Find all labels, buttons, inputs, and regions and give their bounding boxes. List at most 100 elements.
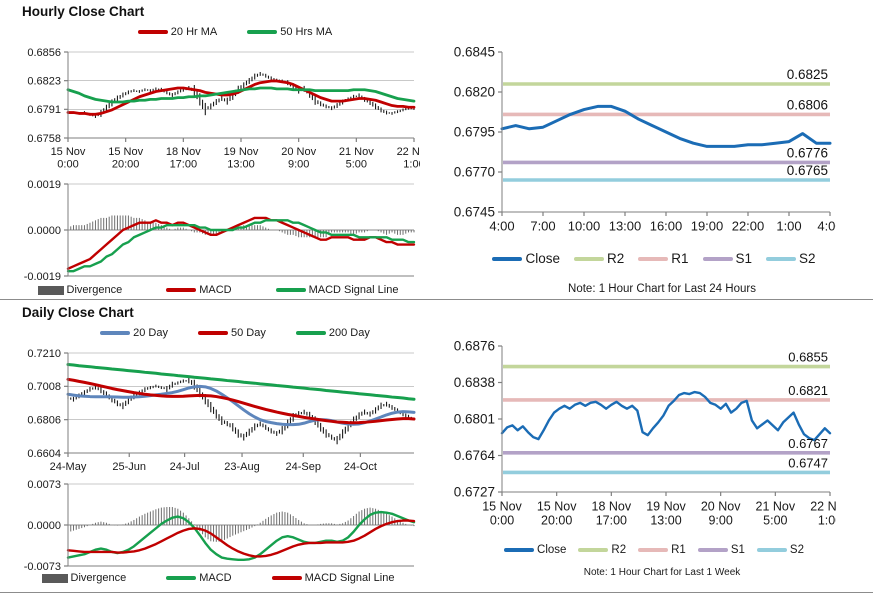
legend-item-r1: R1: [638, 251, 689, 266]
line-swatch-icon: [766, 256, 797, 261]
legend-item-r1: R1: [638, 544, 686, 556]
line-swatch-icon: [578, 548, 609, 552]
svg-text:22:00: 22:00: [732, 219, 765, 234]
svg-text:0.0019: 0.0019: [27, 179, 61, 191]
svg-text:4:00: 4:00: [489, 219, 514, 234]
svg-text:0.6770: 0.6770: [454, 165, 495, 180]
legend-label: Close: [525, 251, 560, 266]
legend-label: S2: [799, 251, 816, 266]
legend-item-divergence: Divergence: [37, 284, 122, 296]
svg-text:0.6806: 0.6806: [27, 415, 61, 427]
svg-text:-0.0019: -0.0019: [24, 271, 61, 283]
line-swatch-icon: [697, 548, 728, 552]
svg-text:0.6747: 0.6747: [788, 455, 828, 470]
svg-text:0.6825: 0.6825: [787, 67, 828, 82]
legend-label: R2: [611, 544, 627, 556]
week-sr-legend: Close R2 R1 S1 S2: [452, 544, 856, 556]
svg-text:0.6765: 0.6765: [787, 163, 828, 178]
divergence-swatch-icon: [37, 285, 64, 295]
line-swatch-icon: [275, 288, 306, 292]
legend-item-20-hr-ma: 20 Hr MA: [137, 26, 217, 38]
legend-label: MACD: [199, 284, 232, 296]
week-sr-note: Note: 1 Hour Chart for Last 1 Week: [583, 567, 741, 578]
legend-label: MACD Signal Line: [308, 284, 399, 296]
daily-price-chart-panel: 0.7210 0.7008 0.6806 0.6604 24-May 25-Jun 24-J…: [16, 341, 420, 479]
daily-macd-chart: 0.0073 0.0000 -0.0073: [24, 479, 416, 573]
legend-label: 20 Day: [133, 327, 168, 339]
legend-item-r2: R2: [578, 544, 626, 556]
legend-label: S1: [735, 251, 753, 266]
legend-item-macd-signal-line: MACD Signal Line: [271, 572, 394, 584]
svg-text:0.6745: 0.6745: [454, 205, 495, 220]
legend-label: S2: [789, 544, 804, 556]
svg-text:0.0000: 0.0000: [27, 225, 61, 237]
hourly-section-title: Hourly Close Chart: [22, 4, 145, 19]
svg-text:7:00: 7:00: [530, 219, 555, 234]
svg-text:16:00: 16:00: [650, 219, 683, 234]
svg-text:19:00: 19:00: [691, 219, 724, 234]
hourly-macd-legend: Divergence MACD MACD Signal Line: [16, 284, 420, 296]
svg-text:0.7008: 0.7008: [27, 381, 61, 393]
legend-label: R1: [671, 251, 689, 266]
legend-item-macd-signal-line: MACD Signal Line: [275, 284, 399, 296]
svg-text:13:00: 13:00: [609, 219, 642, 234]
section-divider-bottom: [0, 592, 873, 593]
section-divider-top: [0, 299, 873, 300]
svg-text:1:00: 1:00: [776, 219, 801, 234]
line-swatch-icon: [638, 548, 669, 552]
svg-text:0.6856: 0.6856: [27, 47, 61, 59]
svg-text:0.6876: 0.6876: [454, 339, 495, 354]
svg-text:0.6820: 0.6820: [454, 85, 495, 100]
legend-label: 50 Hrs MA: [280, 26, 333, 38]
line-swatch-icon: [166, 576, 197, 580]
line-swatch-icon: [247, 30, 278, 34]
svg-text:24-May: 24-May: [50, 461, 87, 473]
divergence-swatch-icon: [41, 573, 68, 583]
daily-macd-legend: Divergence MACD MACD Signal Line: [16, 572, 420, 584]
svg-text:4:00: 4:00: [817, 219, 836, 234]
line-swatch-icon: [137, 30, 168, 34]
svg-text:23-Aug: 23-Aug: [224, 461, 259, 473]
svg-text:24-Sep: 24-Sep: [286, 461, 321, 473]
line-swatch-icon: [504, 548, 535, 552]
line-swatch-icon: [295, 331, 326, 335]
legend-item-s2: S2: [766, 251, 816, 266]
legend-item-50-day: 50 Day: [198, 327, 266, 339]
legend-label: R1: [671, 544, 686, 556]
svg-text:0.6767: 0.6767: [788, 436, 828, 451]
svg-text:0.6791: 0.6791: [27, 104, 61, 116]
svg-text:0.6776: 0.6776: [787, 145, 828, 160]
legend-label: S1: [730, 544, 745, 556]
legend-item-macd: MACD: [166, 572, 232, 584]
svg-text:0.6801: 0.6801: [454, 412, 495, 427]
legend-item-s1: S1: [702, 251, 753, 266]
legend-item-divergence: Divergence: [41, 572, 126, 584]
svg-text:0.6855: 0.6855: [788, 350, 828, 365]
line-swatch-icon: [166, 288, 197, 292]
svg-text:0.6795: 0.6795: [454, 125, 495, 140]
line-swatch-icon: [638, 256, 669, 261]
legend-label: 200 Day: [328, 327, 370, 339]
legend-label: 50 Day: [231, 327, 266, 339]
svg-text:0.0000: 0.0000: [27, 520, 61, 532]
legend-item-r2: R2: [573, 251, 624, 266]
legend-label: MACD: [199, 572, 232, 584]
svg-text:10:00: 10:00: [568, 219, 601, 234]
hourly-price-legend: 20 Hr MA 50 Hrs MA: [60, 26, 410, 38]
hourly-sr-note: Note: 1 Hour Chart for Last 24 Hours: [568, 283, 756, 295]
svg-text:24-Jul: 24-Jul: [170, 461, 200, 473]
hourly-macd-chart: 0.0019 0.0000 -0.0019: [24, 179, 416, 283]
hourly-sr-legend: Close R2 R1 S1 S2: [452, 251, 856, 266]
